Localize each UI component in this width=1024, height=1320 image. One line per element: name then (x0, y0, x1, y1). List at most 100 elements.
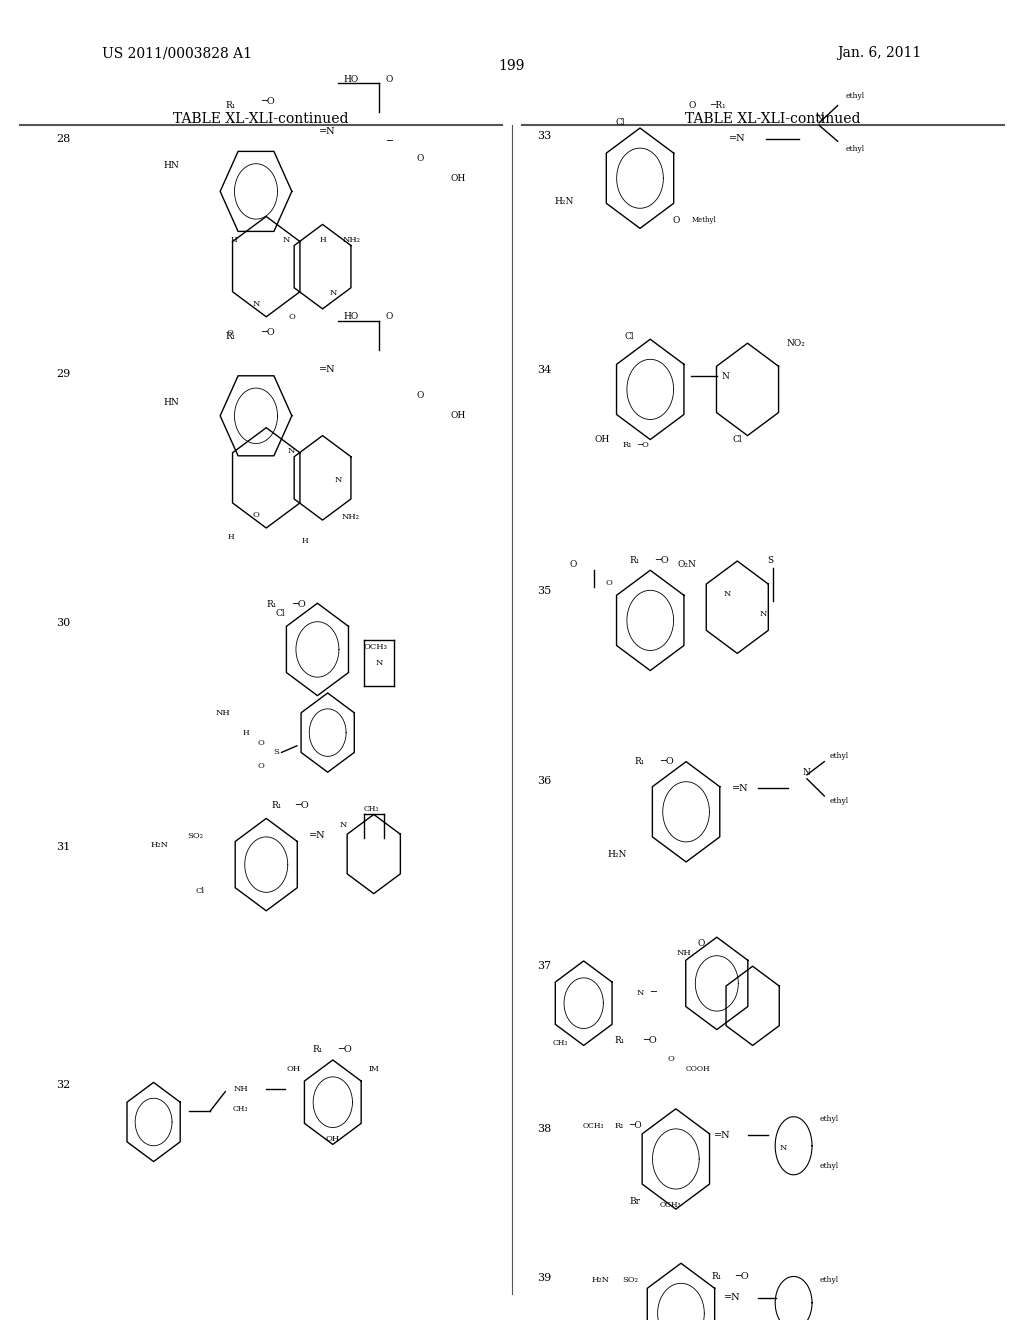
Text: O: O (416, 392, 424, 400)
Text: HN: HN (164, 161, 179, 169)
Text: O: O (258, 762, 264, 770)
Text: =N: =N (732, 784, 749, 792)
Text: 199: 199 (499, 59, 525, 74)
Text: R₁: R₁ (225, 102, 236, 110)
Text: H₂N: H₂N (554, 198, 573, 206)
Text: =N: =N (319, 366, 336, 374)
Text: Cl: Cl (732, 436, 741, 444)
Text: R₁: R₁ (712, 1272, 722, 1280)
Text: COOH: COOH (686, 1065, 711, 1073)
Text: ─O: ─O (261, 329, 274, 337)
Text: H: H (302, 537, 308, 545)
Text: ─O: ─O (660, 758, 674, 766)
Text: IM: IM (369, 1065, 379, 1073)
Text: ─: ─ (386, 137, 392, 145)
Text: OCH₃: OCH₃ (364, 643, 387, 651)
Text: R₁: R₁ (225, 333, 236, 341)
Text: ─O: ─O (292, 601, 305, 609)
Text: OH: OH (287, 1065, 301, 1073)
Text: 28: 28 (56, 133, 71, 144)
Text: 34: 34 (538, 364, 552, 375)
Text: N: N (329, 289, 337, 297)
Text: OH: OH (451, 174, 466, 182)
Text: 33: 33 (538, 131, 552, 141)
Text: S: S (273, 748, 280, 756)
Text: O: O (253, 511, 259, 519)
Text: CH₃: CH₃ (232, 1105, 249, 1113)
Text: OCH₃: OCH₃ (583, 1122, 604, 1130)
Text: O: O (289, 313, 295, 321)
Text: =N: =N (319, 128, 336, 136)
Text: 38: 38 (538, 1123, 552, 1134)
Text: ethyl: ethyl (830, 752, 849, 760)
Text: OCH₃: OCH₃ (660, 1201, 681, 1209)
Text: H₂N: H₂N (591, 1276, 609, 1284)
Text: NH₂: NH₂ (343, 236, 361, 244)
Text: O: O (689, 102, 696, 110)
Text: ─O: ─O (655, 557, 669, 565)
Text: ethyl: ethyl (820, 1115, 839, 1123)
Text: US 2011/0003828 A1: US 2011/0003828 A1 (102, 46, 252, 61)
Text: ethyl: ethyl (846, 92, 864, 100)
Text: R₁: R₁ (271, 801, 282, 809)
Text: 31: 31 (56, 842, 71, 853)
Text: HN: HN (164, 399, 179, 407)
Text: Cl: Cl (275, 610, 285, 618)
Text: 30: 30 (56, 618, 71, 628)
Text: 37: 37 (538, 961, 552, 972)
Text: O: O (227, 329, 233, 337)
Text: 35: 35 (538, 586, 552, 597)
Text: TABLE XL-XLI-continued: TABLE XL-XLI-continued (173, 112, 349, 127)
Text: NH: NH (216, 709, 230, 717)
Text: ─R₁: ─R₁ (710, 102, 725, 110)
Text: R₁: R₁ (623, 441, 632, 449)
Text: Br: Br (629, 1197, 640, 1205)
Text: N: N (759, 610, 767, 618)
Text: Methyl: Methyl (691, 216, 716, 224)
Text: O: O (385, 313, 393, 321)
Text: HO: HO (343, 313, 358, 321)
Text: O: O (416, 154, 424, 162)
Text: ─O: ─O (338, 1045, 351, 1053)
Text: SO₂: SO₂ (623, 1276, 639, 1284)
Text: OH: OH (451, 412, 466, 420)
Text: ─O: ─O (261, 98, 274, 106)
Text: ethyl: ethyl (846, 145, 864, 153)
Text: =N: =N (724, 1294, 740, 1302)
Text: =N: =N (714, 1131, 730, 1139)
Text: 29: 29 (56, 368, 71, 379)
Text: H: H (243, 729, 249, 737)
Text: CH₃: CH₃ (552, 1039, 568, 1047)
Text: O: O (697, 940, 706, 948)
Text: ─: ─ (650, 989, 656, 997)
Text: R₁: R₁ (614, 1036, 625, 1044)
Text: N: N (283, 236, 291, 244)
Text: O₂N: O₂N (678, 561, 696, 569)
Text: ethyl: ethyl (820, 1162, 839, 1170)
Text: HO: HO (343, 75, 358, 83)
Text: O: O (668, 1055, 674, 1063)
Text: =N: =N (729, 135, 745, 143)
Text: O: O (385, 75, 393, 83)
Text: R₁: R₁ (266, 601, 276, 609)
Text: H: H (319, 236, 326, 244)
Text: Cl: Cl (625, 333, 635, 341)
Text: OH: OH (594, 436, 609, 444)
Text: Cl: Cl (615, 119, 625, 127)
Text: ─O: ─O (637, 441, 649, 449)
Text: O: O (672, 216, 680, 224)
Text: N: N (779, 1144, 787, 1152)
Text: CH₃: CH₃ (364, 805, 380, 813)
Text: SO₂: SO₂ (186, 832, 203, 840)
Text: N: N (334, 477, 342, 484)
Text: H: H (230, 236, 237, 244)
Text: ─O: ─O (629, 1122, 641, 1130)
Text: N: N (252, 300, 260, 308)
Text: 32: 32 (56, 1080, 71, 1090)
Text: ─O: ─O (295, 801, 308, 809)
Text: ethyl: ethyl (830, 797, 849, 805)
Text: R₁: R₁ (312, 1045, 323, 1053)
Text: TABLE XL-XLI-continued: TABLE XL-XLI-continued (685, 112, 861, 127)
Text: 39: 39 (538, 1272, 552, 1283)
Text: H₂N: H₂N (151, 841, 169, 849)
